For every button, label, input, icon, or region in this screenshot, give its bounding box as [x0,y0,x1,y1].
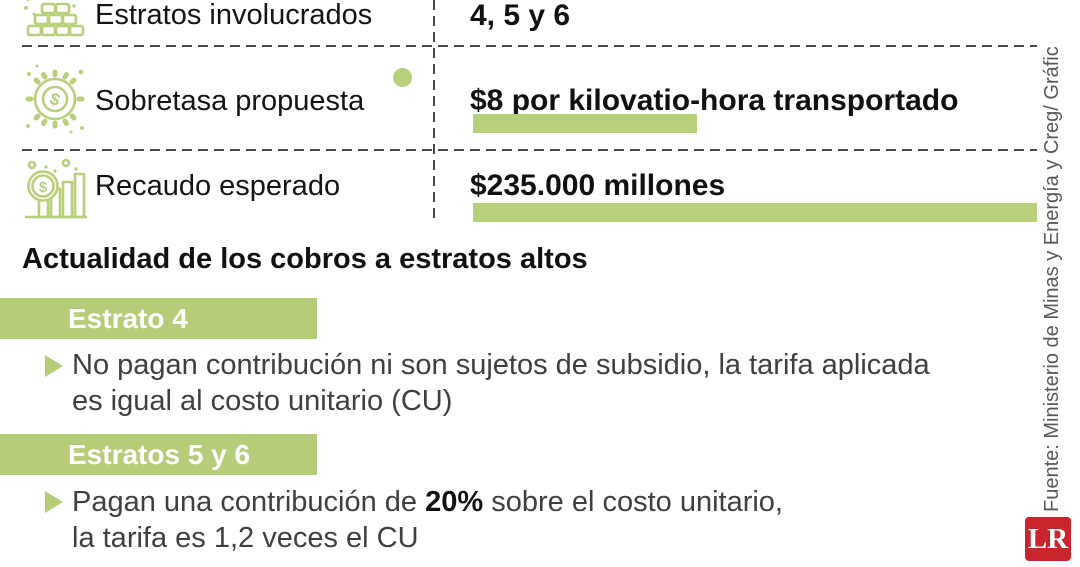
row-value-sobretasa-propuesta: $8 por kilovatio-hora transportado [470,84,959,117]
svg-text:$: $ [39,179,48,196]
row-label-sobretasa-propuesta: Sobretasa propuesta [95,85,365,117]
lr-logo: LR [1025,517,1071,561]
gear-dollar-icon: $ [24,60,86,138]
estratos-5-6-description: Pagan una contribución de 20% sobre el c… [72,484,783,556]
row-value-estratos-involucrados: 4, 5 y 6 [470,0,571,32]
row-divider-dashed [22,149,1037,151]
bullet-triangle-icon [45,355,63,377]
estratos-5-6-line-1: Pagan una contribución de 20% sobre el c… [72,486,783,518]
estrato-4-line-2: es igual al costo unitario (CU) [72,385,453,417]
row-label-recaudo-esperado: Recaudo esperado [95,170,341,202]
column-divider-dashed [433,0,435,218]
svg-text:$: $ [47,89,62,110]
value-underline-bar-sobretasa [473,114,697,133]
source-credit: Fuente: Ministerio de Minas y Energía y … [1041,46,1063,512]
green-dot-marker [393,68,412,87]
row-label-estratos-involucrados: Estratos involucrados [95,0,373,31]
estratos-5-6-line-2: la tarifa es 1,2 veces el CU [72,522,419,554]
bullet-triangle-icon [45,491,63,513]
bold-percentage: 20% [425,486,484,518]
row-value-recaudo-esperado: $235.000 millones [470,169,726,202]
value-underline-bar-recaudo [473,203,1037,222]
strata-header-estrato-4: Estrato 4 [0,298,317,339]
estrato-4-description: No pagan contribución ni son sujetos de … [72,347,930,419]
pyramid-ingots-icon [22,0,88,42]
row-divider-dashed [22,45,1037,47]
strata-header-estratos-5-6: Estratos 5 y 6 [0,434,317,475]
section-title: Actualidad de los cobros a estratos alto… [22,243,588,275]
estrato-4-line-1: No pagan contribución ni son sujetos de … [72,349,930,381]
coin-growth-chart-icon: $ [24,156,88,224]
